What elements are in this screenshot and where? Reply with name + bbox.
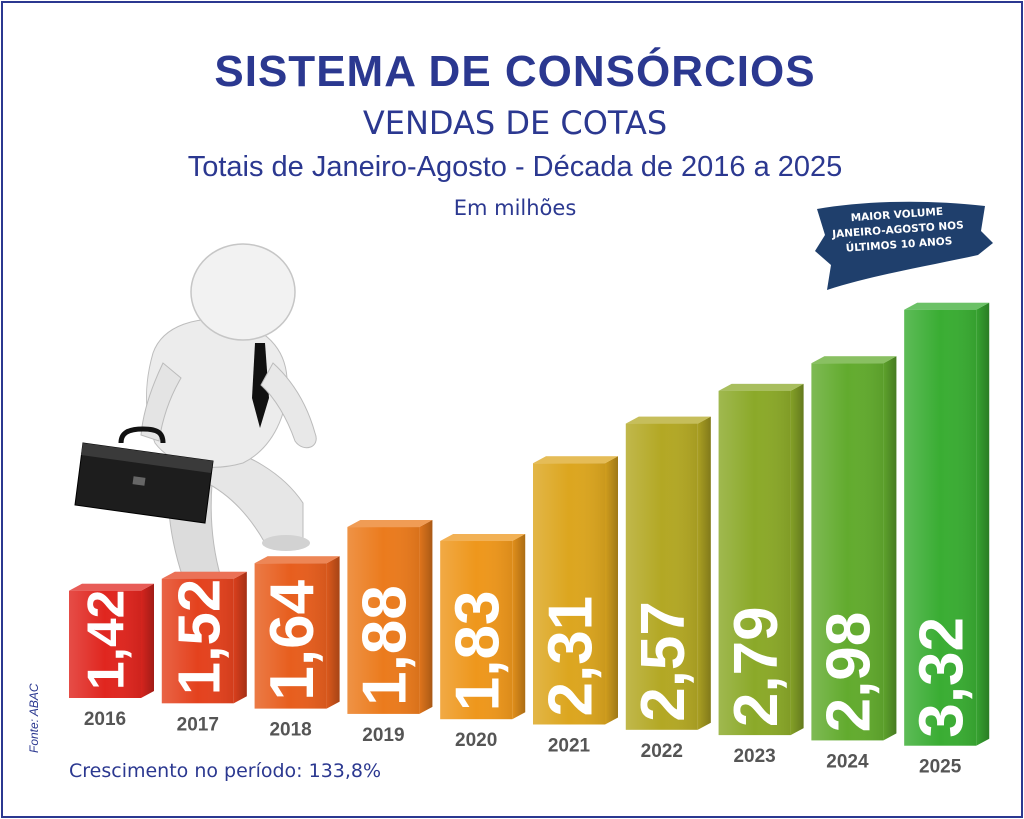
bar-2021: 2,31 [533, 456, 618, 725]
bar-top-2019 [347, 520, 433, 528]
bar-top-2018 [254, 556, 340, 564]
year-label-2018: 2018 [269, 720, 311, 741]
bar-2016: 1,42 [69, 583, 154, 698]
bar-top-2016 [69, 583, 154, 591]
year-label-2024: 2024 [826, 751, 869, 772]
year-label-2021: 2021 [548, 736, 591, 757]
year-label-2025: 2025 [919, 757, 962, 778]
bar-2020: 1,83 [440, 534, 526, 720]
bar-2024: 2,98 [811, 356, 897, 741]
chart-subtitle: VENDAS DE COTAS [362, 104, 668, 142]
value-label-2019: 1,88 [351, 585, 420, 706]
value-label-2023: 2,79 [722, 606, 791, 727]
value-label-2018: 1,64 [258, 579, 327, 700]
bar-2025: 3,32 [904, 302, 990, 746]
value-label-2021: 2,31 [536, 596, 605, 717]
bar-2023: 2,79 [718, 383, 804, 736]
businessman-climbing-steps-icon [74, 243, 317, 589]
bar-top-2021 [533, 456, 618, 464]
year-label-2022: 2022 [641, 741, 683, 762]
bar-top-2023 [718, 383, 804, 391]
year-label-2023: 2023 [733, 746, 775, 767]
bar-top-2022 [625, 416, 711, 424]
year-label-2020: 2020 [455, 730, 497, 751]
value-label-2022: 2,57 [629, 601, 698, 722]
source-note: Fonte: ABAC [27, 683, 41, 753]
year-label-2017: 2017 [177, 714, 219, 735]
chart-title: SISTEMA DE CONSÓRCIOS [214, 47, 816, 96]
bar-2022: 2,57 [625, 416, 711, 730]
bar-top-2024 [811, 356, 897, 364]
bar-2019: 1,88 [347, 520, 433, 714]
value-label-2016: 1,42 [77, 590, 135, 690]
value-label-2024: 2,98 [815, 612, 884, 733]
value-label-2025: 3,32 [908, 617, 977, 738]
year-label-2016: 2016 [84, 709, 126, 730]
highlight-banner [815, 201, 993, 290]
chart-unit: Em milhões [453, 196, 577, 220]
bar-chart: 1,42 1,52 1,64 1,88 1,83 2,31 2,57 2,79 2,98 3,32… [69, 201, 993, 778]
value-label-2017: 1,52 [165, 579, 232, 695]
bar-2018: 1,64 [254, 556, 340, 709]
year-label-2019: 2019 [362, 725, 404, 746]
growth-note: Crescimento no período: 133,8% [69, 760, 382, 782]
bar-2017: 1,52 [161, 571, 247, 704]
bar-top-2017 [161, 571, 247, 579]
bar-top-2025 [904, 302, 990, 310]
bar-top-2020 [440, 534, 526, 542]
value-label-2020: 1,83 [444, 591, 513, 712]
chart-period: Totais de Janeiro-Agosto - Década de 201… [187, 151, 843, 183]
